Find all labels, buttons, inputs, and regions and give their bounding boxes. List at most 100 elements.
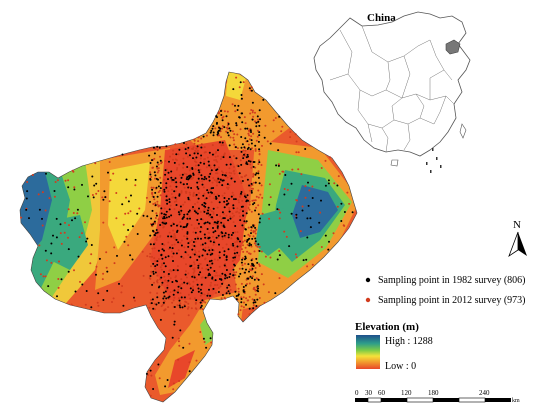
sampling-point-1982 [251,101,254,104]
sampling-point-2012 [187,306,190,309]
sampling-point-1982 [165,297,168,300]
sampling-point-1982 [245,212,248,215]
sampling-point-1982 [179,225,182,228]
sampling-point-2012 [220,218,223,220]
sampling-point-2012 [212,243,215,246]
sampling-point-2012 [228,206,231,209]
sampling-point-1982 [223,206,226,209]
sampling-point-2012 [177,288,180,291]
sampling-point-2012 [283,188,286,190]
legend-2012-label: Sampling point in 2012 survey (973) [378,295,526,306]
sampling-point-2012 [233,214,235,217]
sampling-point-1982 [121,203,124,206]
sampling-point-2012 [239,128,242,131]
sampling-point-1982 [156,263,159,266]
sampling-point-2012 [250,135,253,138]
sampling-point-2012 [206,276,209,279]
sampling-point-1982 [228,156,231,159]
sampling-point-1982 [258,250,261,252]
sampling-point-1982 [175,279,177,282]
sampling-point-1982 [187,245,190,248]
sampling-point-2012 [257,204,260,207]
sampling-point-2012 [213,193,216,196]
sampling-point-2012 [231,130,234,133]
sampling-point-2012 [163,220,166,223]
sampling-point-1982 [197,290,200,293]
sampling-point-1982 [154,232,157,235]
sampling-point-1982 [225,163,228,166]
sampling-point-2012 [207,215,210,217]
sampling-point-1982 [186,183,189,185]
sampling-point-2012 [192,146,195,149]
sampling-point-2012 [258,153,261,156]
sampling-point-2012 [254,288,257,291]
sampling-point-1982 [180,255,183,258]
sampling-point-2012 [146,255,149,258]
sampling-point-1982 [245,303,247,306]
sampling-point-2012 [153,257,156,260]
sampling-point-2012 [26,181,29,183]
sampling-point-2012 [156,149,159,151]
sampling-point-1982 [195,156,198,159]
sampling-point-1982 [220,231,223,234]
sampling-point-1982 [252,301,255,304]
sampling-point-1982 [240,298,243,300]
elevation-legend-title: Elevation (m) [355,321,419,333]
sampling-point-1982 [160,207,163,210]
sampling-point-1982 [206,189,209,192]
sampling-point-2012 [172,229,175,232]
sampling-point-2012 [182,166,185,169]
sampling-point-2012 [348,202,351,205]
sampling-point-1982 [176,269,179,272]
sampling-point-2012 [157,218,160,221]
sampling-point-1982 [188,176,191,179]
sampling-point-1982 [169,246,171,249]
sampling-point-2012 [209,188,211,191]
sampling-point-1982 [76,208,79,211]
sampling-point-1982 [149,234,152,237]
sampling-point-1982 [307,204,310,207]
sampling-point-1982 [229,217,232,220]
sampling-point-2012 [183,303,186,306]
sampling-point-2012 [192,252,195,255]
sampling-point-2012 [233,172,236,175]
sampling-point-1982 [55,236,58,239]
sampling-point-1982 [220,278,223,281]
sampling-point-1982 [156,145,159,148]
sampling-point-2012 [188,361,191,364]
sampling-point-2012 [174,190,177,192]
sampling-point-2012 [258,263,261,266]
sampling-point-1982 [237,293,240,296]
sampling-point-1982 [217,220,219,223]
sampling-point-2012 [162,225,165,228]
sampling-point-2012 [173,234,176,237]
sampling-point-1982 [189,256,192,259]
sampling-point-1982 [232,88,235,91]
sampling-point-2012 [282,170,285,173]
sampling-point-1982 [211,252,214,255]
sampling-point-1982 [152,270,155,273]
sampling-point-2012 [182,157,185,160]
sampling-point-1982 [167,279,170,282]
sampling-point-1982 [183,281,186,284]
sampling-point-1982 [232,274,235,277]
sampling-point-2012 [148,306,151,309]
sampling-point-1982 [225,115,228,118]
sampling-point-1982 [248,244,251,247]
sampling-point-2012 [196,201,199,204]
sampling-point-2012 [196,227,199,229]
sampling-point-2012 [258,265,261,267]
sampling-point-1982 [232,204,235,207]
sampling-point-2012 [211,181,214,184]
sampling-point-2012 [54,181,57,183]
sampling-point-1982 [188,154,191,157]
sampling-point-2012 [213,166,216,169]
sampling-point-2012 [159,155,161,158]
sampling-point-1982 [199,288,202,291]
sampling-point-1982 [186,232,189,235]
sampling-point-1982 [218,126,221,129]
sampling-point-2012 [160,268,163,271]
sampling-point-2012 [190,239,193,242]
sampling-point-2012 [225,171,228,174]
